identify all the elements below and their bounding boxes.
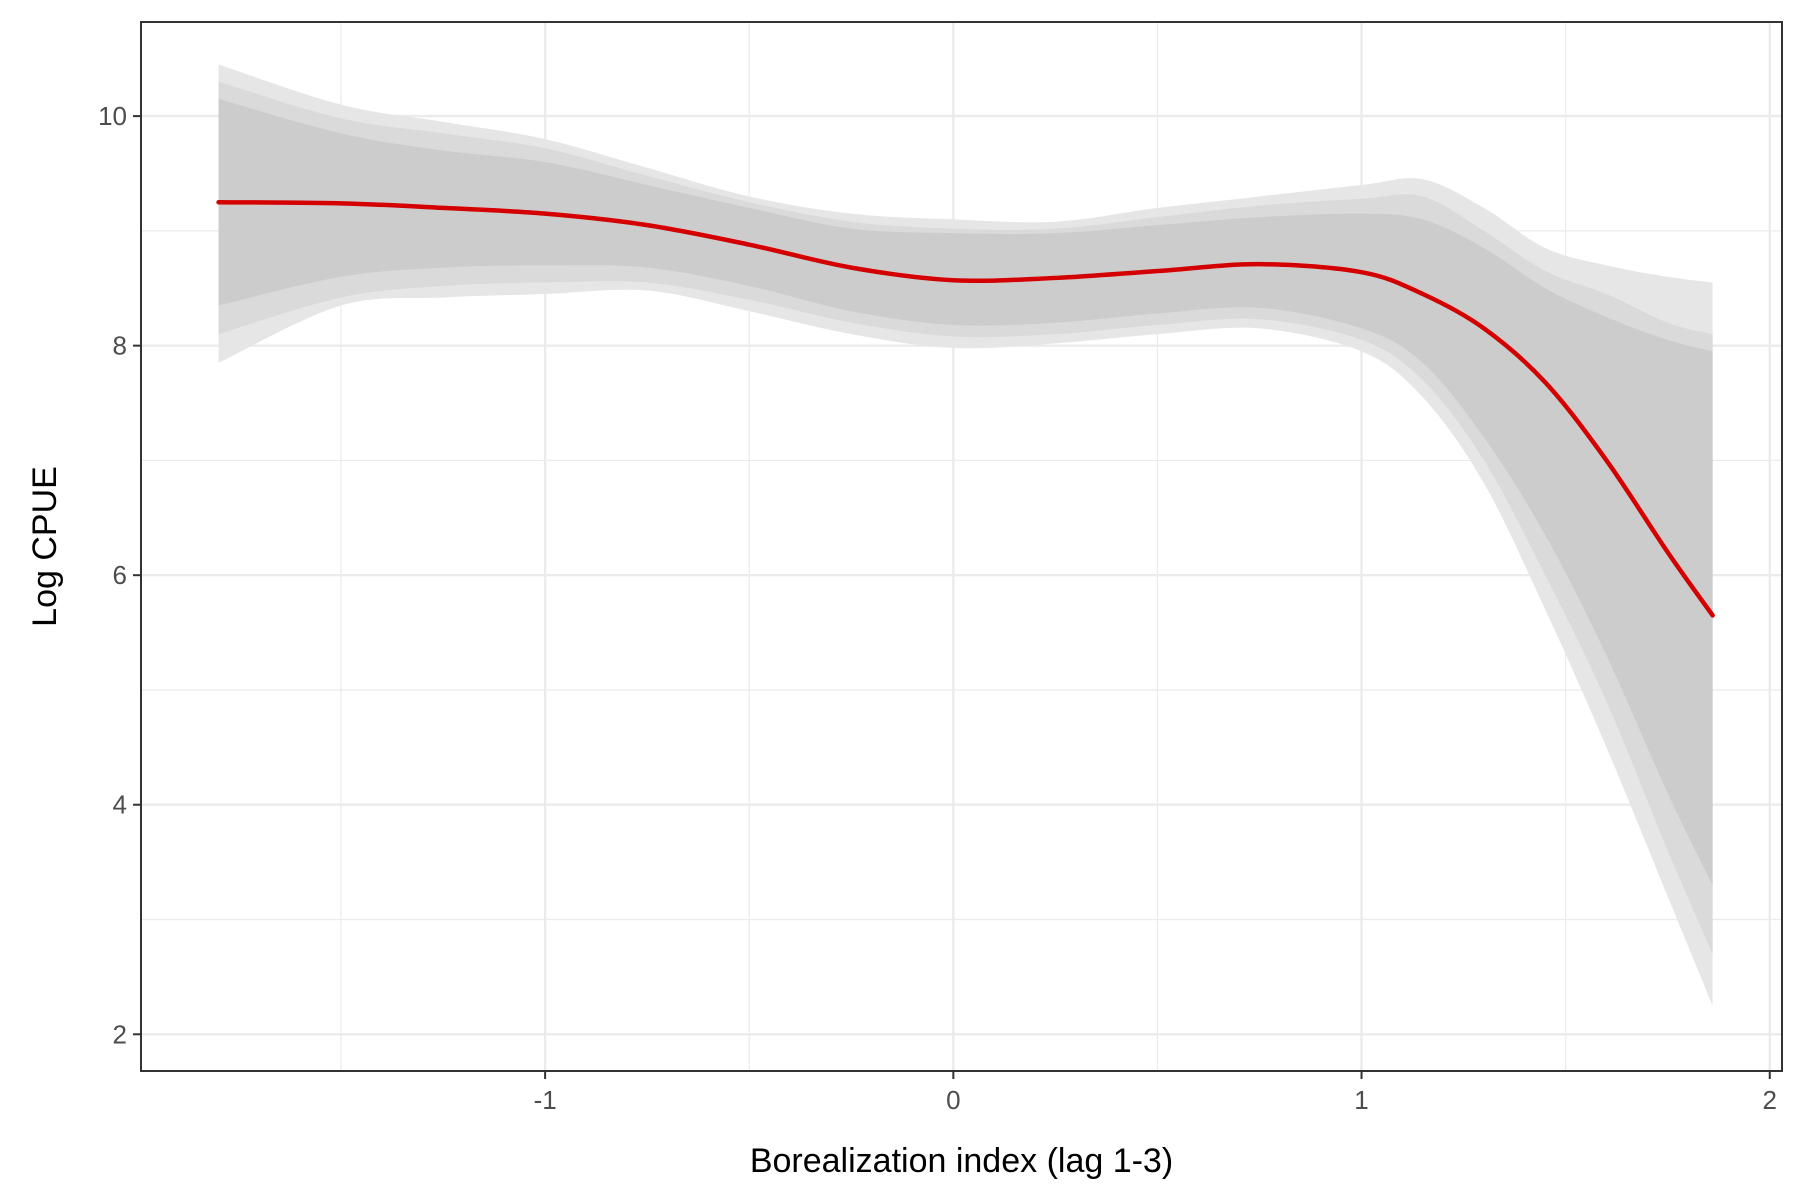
panel-border xyxy=(140,21,1783,1072)
series-line-fit xyxy=(216,199,1715,618)
y-axis-title: Log CPUE xyxy=(26,466,64,627)
y-tick-label: 4 xyxy=(113,790,127,820)
x-tick-label: -1 xyxy=(534,1085,557,1115)
series-lines xyxy=(216,199,1715,618)
y-tick-label: 6 xyxy=(113,560,127,590)
x-tick-label: 2 xyxy=(1763,1085,1777,1115)
y-tick-label: 8 xyxy=(113,331,127,361)
x-axis: -1 0 1 2 xyxy=(534,1071,1777,1115)
ribbon-inner-interval xyxy=(218,98,1713,886)
y-tick-label: 10 xyxy=(98,101,127,131)
x-tick-label: 0 xyxy=(946,1085,960,1115)
y-tick-label: 2 xyxy=(113,1019,127,1049)
confidence-ribbons xyxy=(218,64,1713,1006)
y-axis: 2 4 6 8 10 xyxy=(98,101,141,1049)
x-tick-label: 1 xyxy=(1354,1085,1368,1115)
x-axis-title: Borealization index (lag 1-3) xyxy=(750,1142,1173,1180)
